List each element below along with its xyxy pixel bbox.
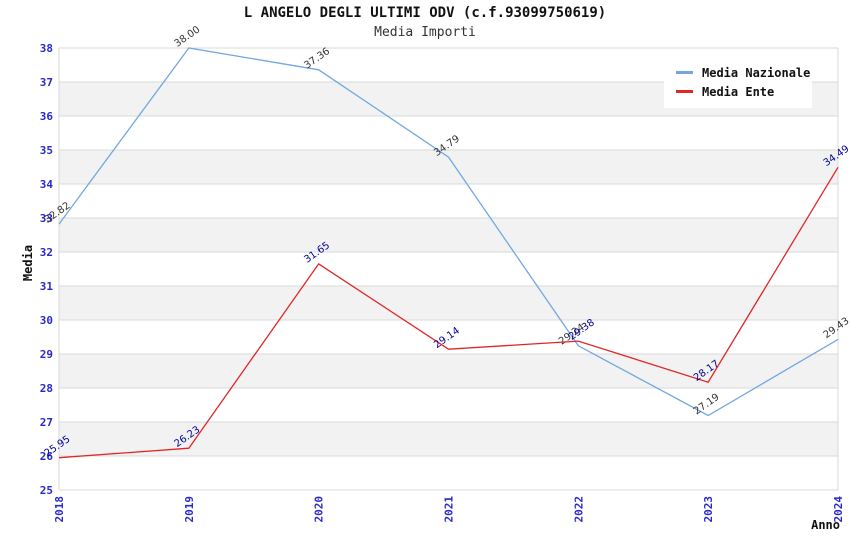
point-label: 37.36 xyxy=(302,46,332,71)
point-label: 27.19 xyxy=(692,392,722,417)
line-series-media-ente xyxy=(58,166,839,459)
y-tick-label: 38 xyxy=(40,42,53,55)
y-axis-label: Media xyxy=(21,244,35,282)
y-tick-label: 31 xyxy=(40,280,54,293)
grid-band xyxy=(59,286,838,320)
y-tick-label: 30 xyxy=(40,314,53,327)
grid-band xyxy=(59,422,838,456)
y-tick-label: 27 xyxy=(40,416,53,429)
grid-band xyxy=(59,218,838,252)
y-tick-label: 35 xyxy=(40,144,53,157)
y-tick-label: 32 xyxy=(40,246,53,259)
legend-item-media-nazionale: Media Nazionale xyxy=(676,63,812,82)
y-tick-label: 37 xyxy=(40,76,53,89)
y-tick-label: 25 xyxy=(40,484,53,497)
legend: Media Nazionale Media Ente xyxy=(664,56,812,108)
legend-label-media-ente: Media Ente xyxy=(702,84,775,99)
line-series-media-nazionale xyxy=(58,47,839,417)
x-axis-label: Anno xyxy=(811,518,840,532)
red-line-swatch-icon xyxy=(676,90,693,93)
y-tick-label: 33 xyxy=(40,212,53,225)
point-label: 29.38 xyxy=(567,317,597,342)
x-tick-label: 2023 xyxy=(702,496,715,523)
chart-title: L ANGELO DEGLI ULTIMI ODV (c.f.930997506… xyxy=(243,5,607,21)
x-tick-label: 2020 xyxy=(313,496,326,523)
y-tick-label: 36 xyxy=(40,110,54,123)
y-tick-label: 29 xyxy=(40,348,53,361)
y-tick-label: 26 xyxy=(40,450,54,463)
legend-label-media-nazionale: Media Nazionale xyxy=(702,65,811,80)
chart-subtitle: Media Importi xyxy=(374,25,476,40)
x-tick-label: 2019 xyxy=(183,496,196,523)
x-tick-label: 2018 xyxy=(53,496,66,523)
x-tick-label: 2021 xyxy=(443,496,456,523)
y-tick-label: 28 xyxy=(40,382,53,395)
x-tick-label: 2022 xyxy=(572,496,585,523)
legend-item-media-ente: Media Ente xyxy=(676,82,812,101)
grid-band xyxy=(59,354,838,388)
point-label: 29.14 xyxy=(432,325,462,350)
x-tick-label: 2024 xyxy=(832,496,845,523)
grid-band xyxy=(59,150,838,184)
y-tick-label: 34 xyxy=(40,178,54,191)
blue-line-swatch-icon xyxy=(676,71,693,74)
